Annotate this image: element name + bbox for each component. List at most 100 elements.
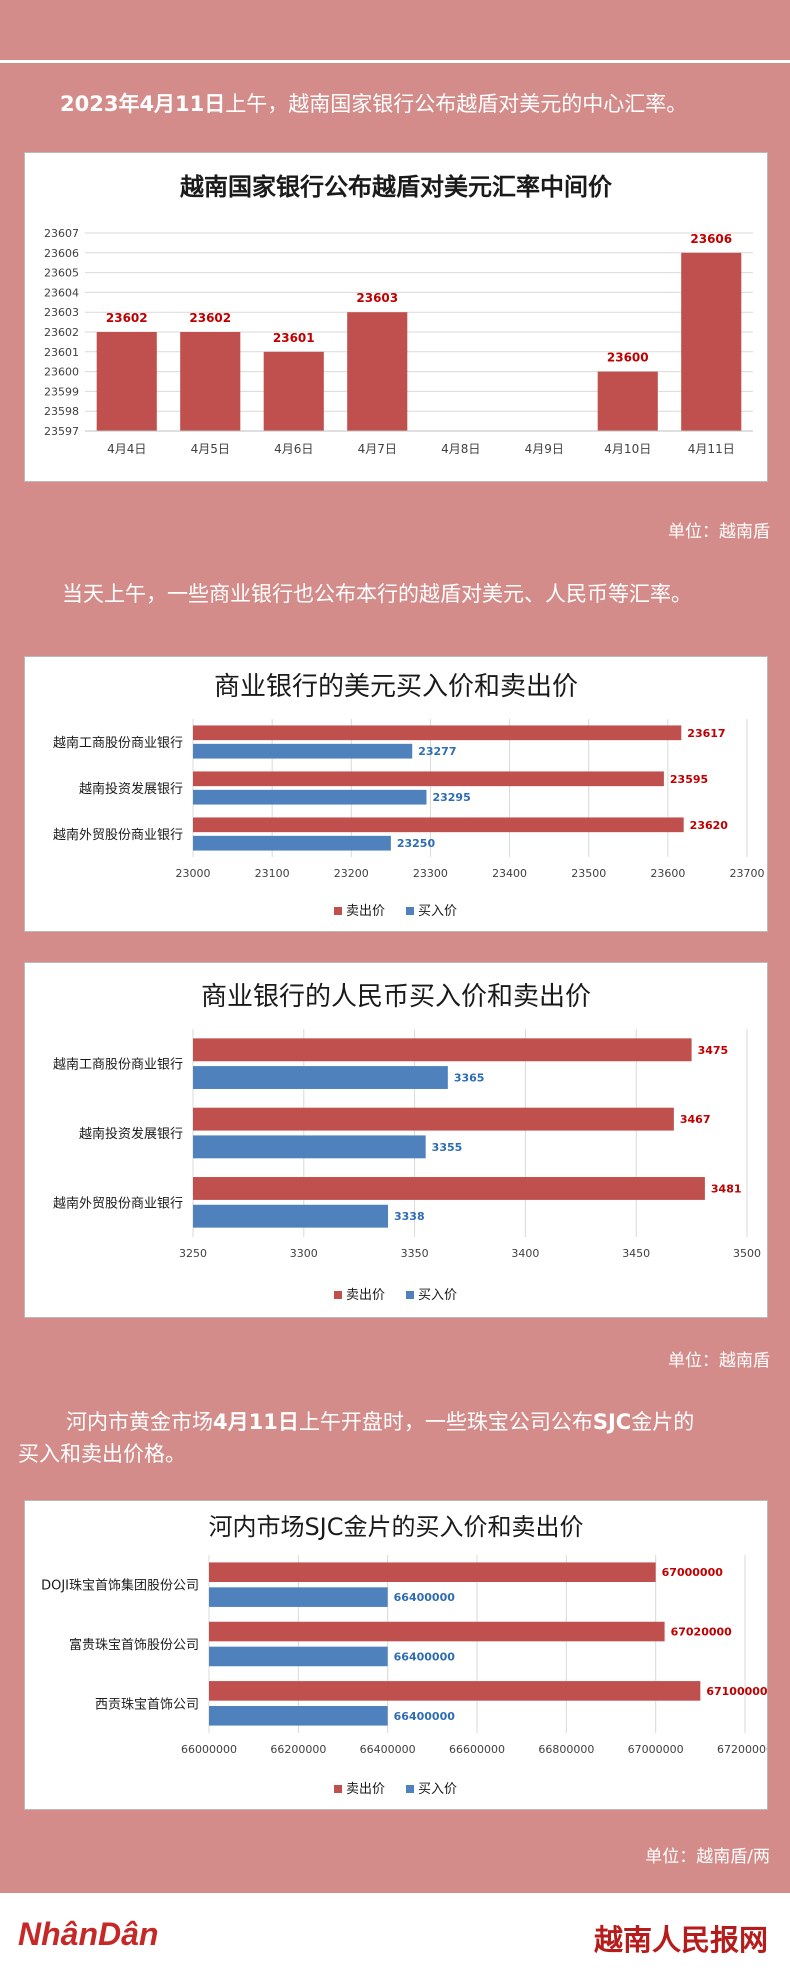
p3-mid: 上午开盘时，一些珠宝公司公布 (298, 1410, 593, 1434)
logo-right-text[interactable]: 越南人民报网 (593, 1923, 768, 1957)
bar (209, 1706, 388, 1726)
data-label: 66400000 (394, 1650, 456, 1663)
x-tick-label: 4月4日 (107, 442, 146, 456)
bar (193, 835, 391, 851)
x-tick-label: 3350 (401, 1247, 429, 1260)
category-label: 越南外贸股份商业银行 (53, 1195, 183, 1211)
legend-swatch (406, 907, 414, 915)
category-label: 富贵珠宝首饰股份公司 (69, 1637, 199, 1653)
x-tick-label: 23100 (255, 867, 290, 880)
y-tick-label: 23597 (44, 425, 79, 438)
legend-label: 买入价 (418, 1288, 457, 1303)
x-tick-label: 23400 (492, 867, 527, 880)
data-label: 3365 (454, 1072, 485, 1085)
intro-date: 2023年4月11日 (60, 92, 226, 116)
x-tick-label: 4月10日 (604, 442, 651, 456)
x-tick-label: 3300 (290, 1247, 318, 1260)
x-tick-label: 66000000 (181, 1743, 237, 1756)
bar (209, 1681, 701, 1701)
category-label: DOJI珠宝首饰集团股份公司 (41, 1578, 199, 1594)
data-label: 3475 (698, 1044, 729, 1057)
data-label: 3467 (680, 1113, 711, 1126)
legend-label: 卖出价 (346, 1782, 385, 1797)
data-label: 23606 (690, 232, 732, 246)
data-label: 66400000 (394, 1710, 456, 1723)
nhandan-logo[interactable]: NhânDân (18, 1913, 158, 1961)
chart-title: 商业银行的人民币买入价和卖出价 (201, 982, 591, 1012)
data-label: 3481 (711, 1182, 742, 1195)
chart-cny-svg: 商业银行的人民币买入价和卖出价 3250 3300 3350 3400 3450 3500 越… (53, 982, 761, 1303)
bar (193, 789, 427, 805)
chart-card-cny: 商业银行的人民币买入价和卖出价 3250 3300 3350 3400 3450 3500 越… (24, 962, 768, 1318)
y-tick-label: 23604 (44, 286, 79, 299)
bar (193, 743, 413, 759)
category-label: 越南投资发展银行 (79, 781, 183, 797)
x-tick-label: 4月6日 (274, 442, 313, 456)
chart-rate-svg: 越南国家银行公布越盾对美元汇率中间价 23597 23598 23599 23600 23… (44, 172, 753, 456)
bar (193, 771, 664, 787)
bar (193, 1135, 426, 1159)
data-label: 23277 (418, 745, 456, 758)
p3-prefix: 河内市黄金市场 (66, 1410, 213, 1434)
chart-usd-svg: 商业银行的美元买入价和卖出价 23000 23100 23200 23300 23400 2… (53, 672, 765, 919)
data-label: 23250 (397, 837, 436, 850)
data-label: 3338 (394, 1210, 425, 1223)
unit-gold: 单位：越南盾/两 (645, 1847, 770, 1867)
y-tick-label: 23598 (44, 405, 79, 418)
bar (180, 332, 241, 431)
paragraph-2: 当天上午，一些商业银行也公布本行的越盾对美元、人民币等汇率。 (62, 582, 692, 606)
chart-title: 越南国家银行公布越盾对美元汇率中间价 (180, 172, 613, 201)
unit-rate: 单位：越南盾 (668, 522, 770, 542)
bar (209, 1587, 388, 1607)
chart-card-usd: 商业银行的美元买入价和卖出价 23000 23100 23200 23300 23400 2… (24, 656, 768, 932)
bar (209, 1562, 656, 1582)
legend-label: 买入价 (418, 1782, 457, 1797)
x-tick-label: 23500 (571, 867, 606, 880)
bar (263, 351, 324, 431)
p3-line2: 买入和卖出价格。 (18, 1442, 186, 1466)
bar (681, 252, 742, 431)
x-tick-label: 66400000 (360, 1743, 416, 1756)
category-label: 越南投资发展银行 (79, 1126, 183, 1142)
data-label: 23617 (687, 727, 725, 740)
y-tick-label: 23600 (44, 366, 79, 379)
x-tick-label: 23000 (176, 867, 211, 880)
category-label: 越南工商股份商业银行 (53, 735, 183, 751)
logo-left-text: NhânDân (18, 1916, 158, 1952)
bar (193, 1107, 674, 1131)
chart-card-gold: 河内市场SJC金片的买入价和卖出价 66000000 66200000 6640000… (24, 1500, 768, 1810)
data-label: 67000000 (662, 1566, 724, 1579)
intro-paragraph: 2023年4月11日上午，越南国家银行公布越盾对美元的中心汇率。 (60, 88, 687, 120)
y-tick-label: 23607 (44, 227, 79, 240)
y-tick-label: 23603 (44, 306, 79, 319)
x-tick-label: 23600 (650, 867, 685, 880)
x-tick-label: 3250 (179, 1247, 207, 1260)
data-label: 23600 (607, 351, 649, 365)
bar (193, 1038, 692, 1062)
x-tick-label: 4月5日 (191, 442, 230, 456)
x-tick-label: 66600000 (449, 1743, 505, 1756)
bar (96, 332, 157, 431)
category-label: 越南外贸股份商业银行 (53, 827, 183, 843)
category-label: 越南工商股份商业银行 (53, 1057, 183, 1073)
y-tick-label: 23605 (44, 267, 79, 280)
data-label: 23602 (189, 311, 231, 325)
x-tick-label: 3400 (511, 1247, 539, 1260)
data-label: 67020000 (671, 1626, 733, 1639)
bar (193, 817, 684, 833)
bar (193, 725, 682, 741)
p3-date: 4月11日 (213, 1410, 299, 1434)
intro-text: 上午，越南国家银行公布越盾对美元的中心汇率。 (225, 92, 688, 116)
legend-swatch (406, 1785, 414, 1793)
chart-card-rate: 越南国家银行公布越盾对美元汇率中间价 23597 23598 23599 23600 23… (24, 152, 768, 482)
legend-swatch (334, 1291, 342, 1299)
x-tick-label: 4月7日 (358, 442, 397, 456)
bar (193, 1177, 705, 1200)
x-tick-label: 23700 (730, 867, 765, 880)
x-tick-label: 66200000 (270, 1743, 326, 1756)
bar (193, 1066, 448, 1089)
legend-swatch (334, 907, 342, 915)
category-label: 西贡珠宝首饰公司 (95, 1697, 199, 1712)
data-label: 23601 (273, 331, 315, 345)
y-tick-label: 23602 (44, 326, 79, 339)
